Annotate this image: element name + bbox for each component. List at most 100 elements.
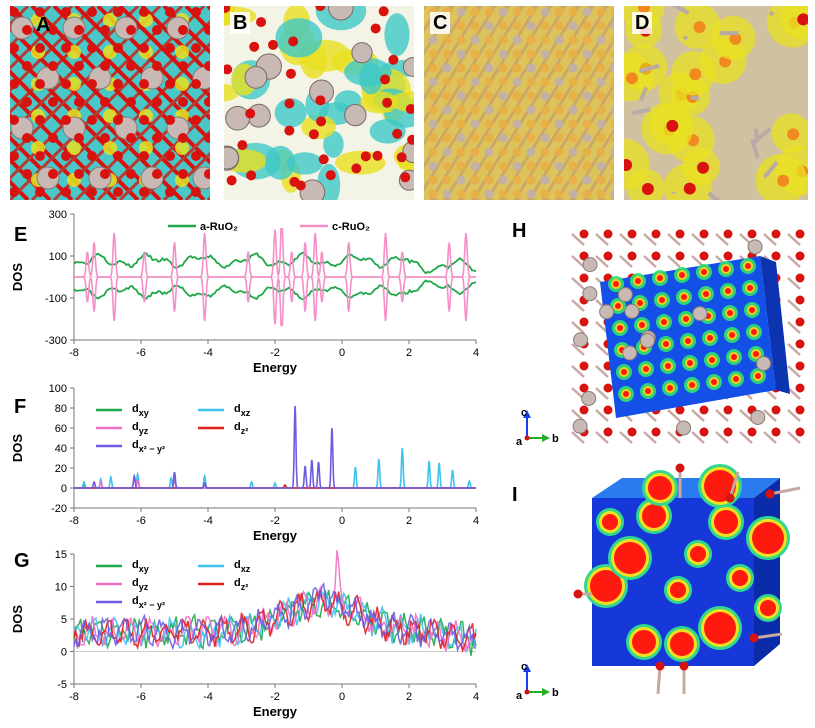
o-atom — [191, 115, 201, 125]
o-atom — [284, 125, 295, 136]
bond — [595, 387, 609, 400]
series-dx2y2 — [73, 581, 476, 653]
x-tick-label: -4 — [203, 691, 213, 703]
o-atom — [603, 229, 613, 239]
atom — [582, 21, 592, 31]
x-tick-label: -2 — [270, 347, 280, 359]
density-core — [751, 329, 757, 335]
legend-subscript: xy — [139, 408, 149, 418]
atom — [568, 105, 578, 115]
ru-atom — [622, 345, 638, 361]
atom — [526, 49, 536, 59]
atom — [470, 133, 480, 143]
atom — [456, 7, 466, 17]
o-atom — [382, 97, 393, 108]
atom — [470, 35, 480, 45]
atom — [512, 161, 522, 171]
o-atom — [603, 251, 613, 261]
y-tick-label: 20 — [55, 463, 67, 475]
atom — [512, 77, 522, 87]
atom — [442, 49, 452, 59]
atom — [484, 189, 494, 199]
o-atom — [22, 61, 32, 71]
density-core — [711, 379, 717, 385]
density-core — [657, 275, 663, 281]
atom — [456, 105, 466, 115]
o-atom — [35, 115, 45, 125]
atom — [498, 189, 508, 199]
atom — [526, 35, 536, 45]
density-core — [613, 281, 619, 287]
atom — [470, 175, 480, 185]
isosurface-lobe — [275, 18, 323, 58]
isosurface-band — [424, 6, 478, 96]
o-atom — [165, 187, 175, 197]
o-atom — [10, 187, 19, 197]
bond — [671, 6, 690, 15]
atom — [610, 77, 614, 87]
atom — [610, 161, 614, 171]
legend-label-dx2y2: dz² — [234, 421, 248, 436]
o-atom — [74, 97, 84, 107]
o-atom — [113, 187, 123, 197]
atom — [568, 189, 578, 199]
isosurface-lobe — [175, 141, 189, 155]
o-atom — [100, 169, 110, 179]
atom — [582, 91, 592, 101]
y-tick-label: 100 — [49, 383, 67, 395]
ru-atom — [639, 333, 655, 349]
density-core — [704, 612, 736, 644]
y-tick-label: 300 — [49, 209, 67, 221]
y-tick-label: -5 — [57, 679, 67, 691]
y-tick-label: -300 — [45, 335, 67, 347]
atom — [568, 133, 578, 143]
legend-label-dxy: dxy — [132, 559, 149, 574]
y-axis-label: DOS — [10, 434, 25, 463]
atom — [540, 189, 550, 199]
legend-subscript: xy — [139, 564, 149, 574]
legend-label-dxy: dxy — [132, 403, 149, 418]
bond — [787, 343, 801, 356]
o-atom — [679, 661, 689, 671]
atom — [484, 91, 494, 101]
bond — [753, 632, 783, 640]
atom — [498, 63, 508, 73]
o-atom — [35, 151, 45, 161]
o-atom — [579, 361, 589, 371]
y-axis-label: DOS — [10, 263, 25, 292]
isosurface-lobe — [103, 13, 117, 27]
y-tick-label: 0 — [61, 483, 67, 495]
electron-density-cube-h — [571, 229, 805, 444]
o-atom — [178, 25, 188, 35]
o-atom — [627, 229, 637, 239]
o-atom — [100, 25, 110, 35]
o-atom — [603, 383, 613, 393]
isosurface-lobe — [286, 152, 323, 175]
series-c-ruo2-spin-up — [74, 227, 476, 278]
atom — [582, 105, 592, 115]
o-atom — [178, 169, 188, 179]
atom — [498, 21, 508, 31]
isosurface-lobe — [103, 141, 117, 155]
bond — [667, 233, 681, 246]
bond — [619, 233, 633, 246]
density-cube-top-face — [592, 478, 780, 498]
bond — [728, 471, 740, 499]
o-atom — [396, 152, 407, 163]
o-atom — [61, 151, 71, 161]
density-core — [701, 269, 707, 275]
isosurface-lobe — [384, 13, 410, 56]
o-atom — [288, 36, 299, 47]
isosurface-band — [424, 6, 492, 119]
atom — [428, 189, 438, 199]
atom — [596, 161, 606, 171]
density-core — [617, 325, 623, 331]
atom — [554, 133, 564, 143]
atom — [610, 49, 614, 59]
density-core — [667, 385, 673, 391]
panel-label-e: E — [14, 224, 28, 246]
atom — [442, 189, 452, 199]
o-atom — [74, 133, 84, 143]
o-atom — [87, 151, 97, 161]
atom — [428, 147, 438, 157]
